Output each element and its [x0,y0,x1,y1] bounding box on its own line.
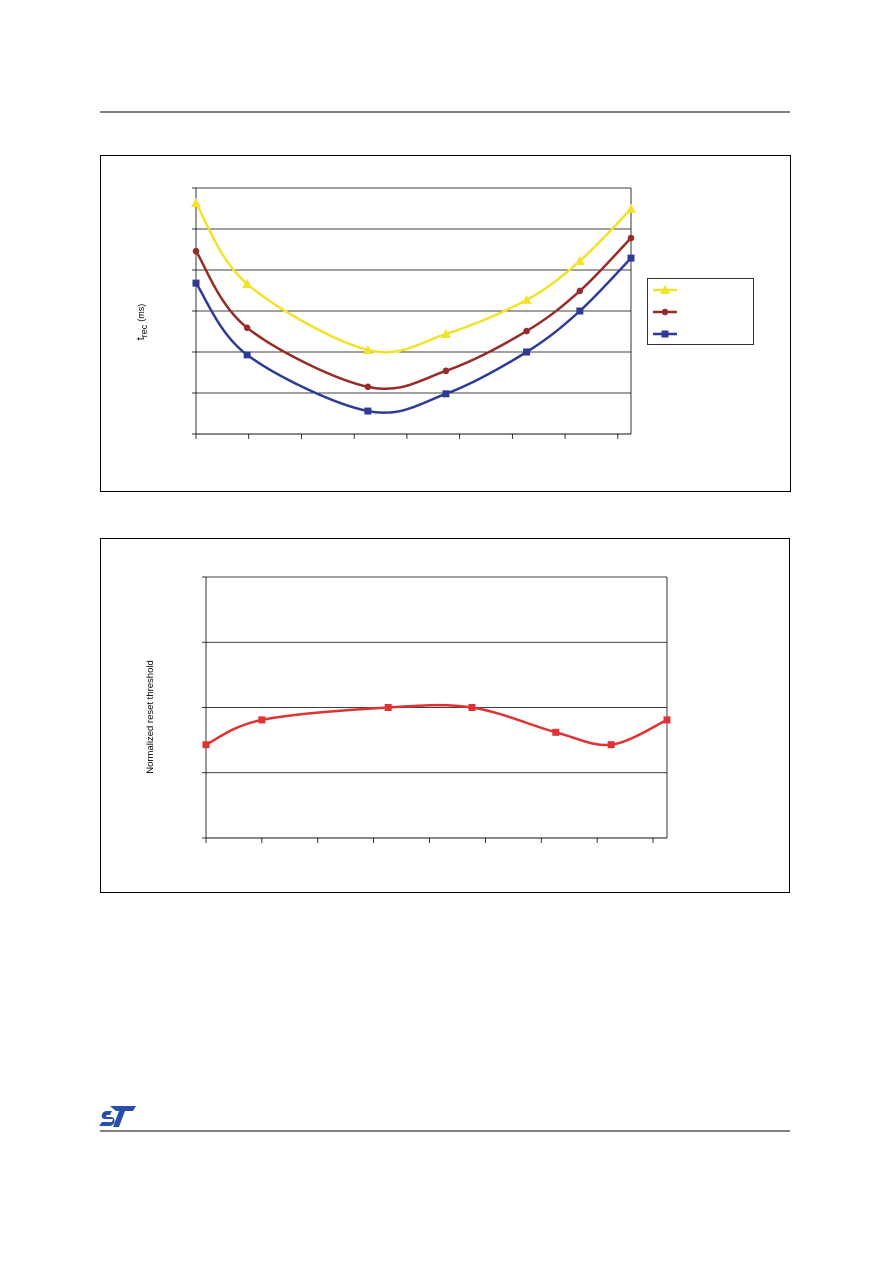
marker [242,278,253,288]
marker [552,728,560,736]
series-line [205,703,668,747]
marker [627,254,635,262]
marker [468,704,476,711]
st-logo [99,1106,136,1127]
y-axis-label: trec (ms) [135,304,149,341]
marker [442,367,450,375]
marker [576,307,584,315]
y-label-subscript: rec [139,324,149,337]
marker [243,351,251,359]
marker [660,285,670,294]
marker [362,344,373,354]
y-axis-label: Normalized reset threshold [145,660,156,774]
series-line [194,237,632,391]
marker [576,287,584,295]
marker [661,330,669,338]
marker [663,716,671,724]
marker [523,348,531,356]
y-label-symbol: t [135,337,147,340]
figure-frame [100,538,790,893]
marker [627,234,635,242]
marker [521,294,532,304]
marker [574,255,585,265]
marker [202,741,210,749]
marker [258,716,266,724]
marker [191,198,201,208]
marker [364,383,372,391]
marker [364,407,372,415]
marker [626,203,636,213]
marker [192,247,200,255]
marker [661,308,669,316]
y-label-unit: (ms) [136,304,146,322]
marker [192,279,200,287]
series-line [194,202,632,354]
marker [442,390,450,398]
series-line [194,257,632,414]
figure-frame [100,155,791,492]
marker [607,741,615,749]
marker [384,704,392,711]
marker [440,328,451,338]
marker [523,327,530,335]
marker [243,324,251,332]
